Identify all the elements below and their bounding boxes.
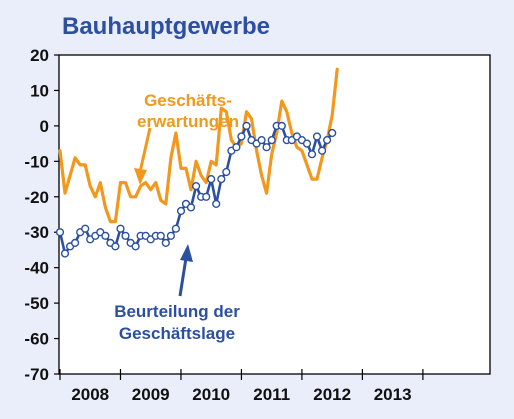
data-point: [312, 132, 322, 141]
annotation-blue-arrow: [178, 257, 188, 297]
y-tick-label: 10: [30, 81, 49, 100]
data-point: [81, 224, 90, 233]
data-point: [277, 121, 286, 131]
data-point: [217, 175, 226, 184]
y-tick-label: -40: [24, 259, 49, 278]
y-tick-label: -60: [24, 330, 49, 349]
data-point: [131, 242, 140, 251]
y-tick-label: 0: [40, 117, 49, 136]
annotation-orange-arrow: [138, 127, 152, 173]
y-tick-label: -10: [24, 152, 49, 171]
data-point: [267, 136, 276, 145]
data-point: [171, 224, 181, 233]
data-point: [212, 199, 221, 209]
annotation-blue: Geschäftslage: [119, 324, 235, 343]
annotation-orange-arrowhead: [134, 168, 147, 185]
x-tick-label: 2009: [132, 385, 170, 404]
data-point: [176, 206, 186, 216]
y-tick-label: -30: [24, 223, 49, 242]
data-point: [121, 231, 130, 240]
y-tick-label: -20: [24, 188, 49, 207]
data-point: [70, 238, 80, 248]
data-point: [207, 175, 216, 184]
data-point: [202, 192, 211, 201]
data-point: [318, 146, 327, 155]
y-tick-label: -50: [24, 294, 49, 313]
data-point: [302, 139, 312, 148]
data-point: [222, 167, 231, 177]
data-point: [257, 136, 266, 145]
x-tick-label: 2008: [71, 385, 109, 404]
data-point: [166, 231, 176, 240]
x-tick-label: 2012: [313, 385, 351, 404]
x-tick-label: 2013: [374, 385, 412, 404]
data-point: [242, 121, 251, 131]
plot-frame: [58, 54, 491, 375]
annotation-blue: Beurteilung der: [114, 302, 240, 321]
data-point: [232, 143, 241, 152]
data-point: [111, 242, 120, 251]
annotation-orange: Geschäfts-: [144, 91, 232, 110]
x-tick-label: 2010: [192, 385, 230, 404]
data-point: [161, 238, 170, 248]
series-line-geschaeftserwartungen: [58, 67, 339, 224]
x-tick-label: 2011: [253, 385, 290, 404]
data-point: [328, 128, 337, 138]
chart-title: Bauhauptgewerbe: [62, 13, 270, 40]
data-point: [156, 231, 165, 240]
data-point: [323, 136, 332, 145]
annotation-orange: erwartungen: [137, 112, 239, 131]
data-point: [192, 182, 201, 191]
data-point: [55, 228, 65, 237]
data-point: [237, 132, 246, 141]
y-tick-label: 20: [30, 46, 49, 65]
data-point: [116, 224, 125, 233]
data-point: [262, 143, 271, 152]
y-tick-label: -70: [24, 365, 49, 384]
data-point: [186, 203, 196, 212]
annotation-blue-arrowhead: [180, 244, 193, 262]
data-point: [60, 249, 70, 258]
data-point: [307, 150, 317, 159]
data-point: [101, 231, 110, 240]
